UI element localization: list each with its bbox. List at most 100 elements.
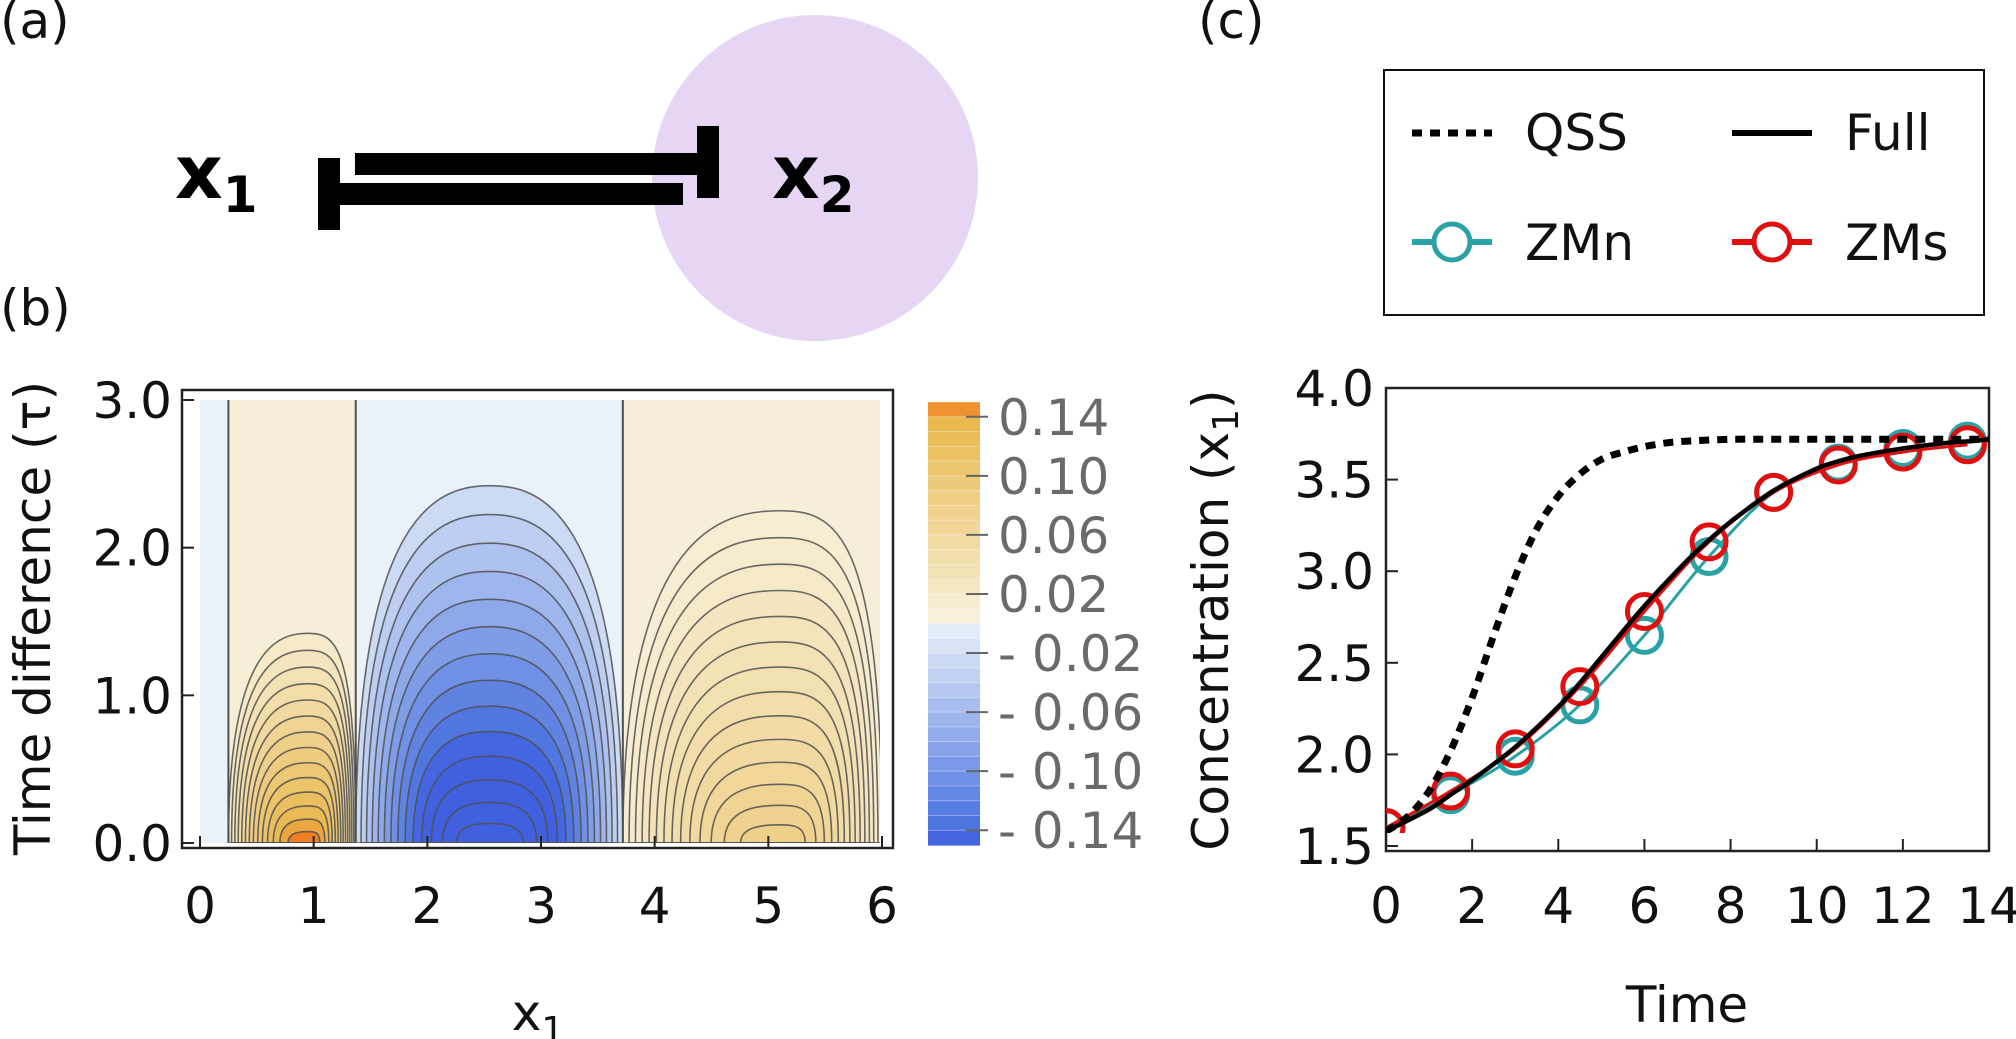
contour-line bbox=[671, 690, 851, 843]
colorbar-segment bbox=[928, 549, 980, 566]
panel-a-label: (a) bbox=[0, 0, 70, 50]
colorbar-tick-label: - 0.10 bbox=[998, 743, 1143, 801]
panel-b-label: (b) bbox=[0, 279, 71, 337]
heatmap-x-tick-label: 4 bbox=[639, 877, 671, 935]
colorbar-segment bbox=[928, 402, 980, 418]
colorbar-segment bbox=[928, 446, 980, 462]
series-marker-zmn bbox=[1624, 615, 1664, 655]
contour-line bbox=[252, 746, 342, 843]
contour-line bbox=[383, 625, 596, 843]
legend-zmn-label: ZMn bbox=[1525, 214, 1634, 272]
contour-line bbox=[371, 570, 608, 843]
contour-line bbox=[441, 801, 538, 843]
legend-entry-zmn: ZMn bbox=[1412, 214, 1634, 272]
contour-line bbox=[412, 730, 567, 843]
colorbar-segment bbox=[928, 653, 980, 669]
inhibition-line-x1-to-x2 bbox=[355, 153, 698, 175]
legend-zms-label: ZMs bbox=[1845, 214, 1948, 272]
legend-zmn-marker bbox=[1431, 221, 1473, 263]
heatmap-contours bbox=[227, 400, 880, 843]
line-series bbox=[1386, 421, 1989, 833]
contour-line bbox=[390, 652, 589, 843]
colorbar-tick-label: - 0.06 bbox=[998, 684, 1143, 742]
colorbar-tick-label: 0.10 bbox=[998, 448, 1109, 506]
inhibition-bar-at-x2 bbox=[697, 126, 719, 198]
contour-line bbox=[261, 776, 337, 843]
heatmap-level bbox=[456, 823, 524, 843]
line-x-tick-label: 8 bbox=[1715, 877, 1747, 935]
contour-line bbox=[739, 824, 807, 843]
contour-line bbox=[272, 805, 330, 843]
colorbar-segment bbox=[928, 638, 980, 654]
heatmap-ylabel: Time difference (τ) bbox=[4, 381, 62, 856]
colorbar-segment bbox=[928, 726, 980, 743]
heatmap-level bbox=[740, 824, 806, 843]
colorbar-tick-label: 0.06 bbox=[998, 507, 1109, 565]
colorbar-segment bbox=[928, 593, 980, 610]
contour-line bbox=[430, 779, 549, 843]
heatmap-y-tick-label: 2.0 bbox=[92, 520, 172, 578]
legend-full-label: Full bbox=[1845, 104, 1931, 162]
legend-qss-label: QSS bbox=[1525, 104, 1628, 162]
contour-line bbox=[663, 666, 856, 843]
heatmap-frame bbox=[180, 388, 895, 850]
heatmap-ticks: 0 1 2 3 4 5 6 0.0 1.0 2.0 3.0 bbox=[92, 372, 897, 935]
x2-bubble bbox=[652, 15, 978, 341]
legend-entry-qss: QSS bbox=[1412, 104, 1628, 162]
contour-line bbox=[723, 804, 817, 843]
heatmap-x-tick-label: 0 bbox=[184, 877, 216, 935]
colorbar-segment bbox=[928, 505, 980, 521]
series-marker-zms bbox=[1431, 771, 1471, 811]
legend-entry-full: Full bbox=[1732, 104, 1931, 162]
contour-line bbox=[655, 641, 861, 843]
line-y-tick-label: 1.5 bbox=[1294, 818, 1374, 876]
colorbar-segment bbox=[928, 800, 980, 817]
contour-line bbox=[256, 761, 339, 843]
inhibition-bar-at-x1 bbox=[318, 158, 340, 230]
repression-bars bbox=[318, 126, 719, 230]
line-x-tick-label: 4 bbox=[1542, 877, 1574, 935]
legend-entry-zms: ZMs bbox=[1732, 214, 1948, 272]
colorbar-segment bbox=[928, 490, 980, 506]
colorbar-segment bbox=[928, 579, 980, 595]
colorbar-segment bbox=[928, 815, 980, 831]
legend: QSS Full ZMn ZMs bbox=[1383, 69, 1985, 316]
colorbar-segment bbox=[928, 520, 980, 536]
legend-frame bbox=[1383, 69, 1985, 316]
node-x1-label: x1 bbox=[175, 130, 258, 224]
inhibition-line-x2-to-x1 bbox=[340, 183, 683, 205]
colorbar-segment bbox=[928, 667, 980, 684]
heatmap-y-tick-label: 0.0 bbox=[92, 815, 172, 873]
line-x-tick-label: 0 bbox=[1370, 877, 1402, 935]
series-marker-zms bbox=[1560, 667, 1600, 707]
colorbar-segment bbox=[928, 416, 980, 433]
contour-line bbox=[266, 791, 334, 843]
series-marker-zms bbox=[1495, 729, 1535, 769]
heatmap-y-tick-label: 1.0 bbox=[92, 667, 172, 725]
colorbar-segment bbox=[928, 608, 980, 625]
contour-line bbox=[248, 731, 345, 843]
contour-line bbox=[287, 830, 321, 843]
heatmap-x-tick-label: 2 bbox=[411, 877, 443, 935]
colorbar-tick-label: - 0.02 bbox=[998, 625, 1143, 683]
series-marker-zms bbox=[1386, 808, 1406, 833]
contour-line bbox=[634, 563, 875, 843]
line-y-tick-label: 2.0 bbox=[1294, 726, 1374, 784]
series-marker-zms bbox=[1689, 522, 1729, 562]
colorbar-tick-label: - 0.14 bbox=[998, 802, 1143, 860]
colorbar-segment bbox=[928, 475, 980, 492]
contour-line bbox=[230, 649, 355, 843]
series-line-qss bbox=[1386, 435, 1989, 833]
series-marker-zms bbox=[1947, 425, 1987, 465]
colorbar-segment bbox=[928, 564, 980, 580]
heatmap-regions bbox=[200, 400, 880, 843]
line-y-tick-label: 3.0 bbox=[1294, 543, 1374, 601]
line-plot-xlabel: Time bbox=[1625, 976, 1748, 1034]
contour-line bbox=[377, 598, 602, 843]
node-x2-label: x2 bbox=[772, 130, 855, 224]
contour-line bbox=[628, 536, 879, 843]
colorbar: 0.140.100.060.02- 0.02- 0.06- 0.10- 0.14 bbox=[928, 389, 1143, 860]
contour-line bbox=[227, 632, 357, 843]
colorbar-segment bbox=[928, 741, 980, 757]
contour-line bbox=[699, 761, 833, 843]
